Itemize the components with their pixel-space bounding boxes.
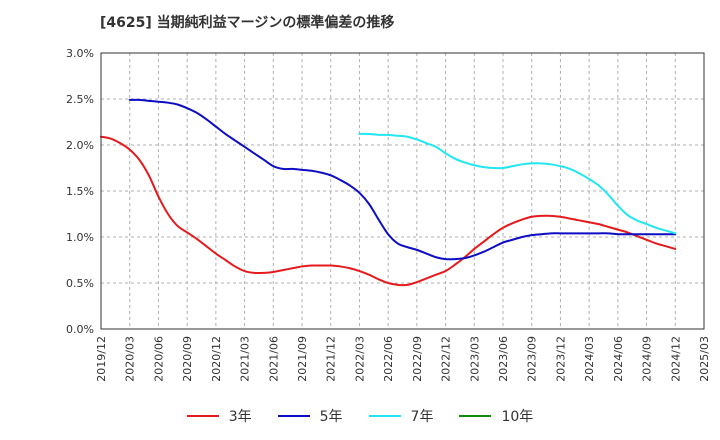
x-tick-label: 2020/03 (124, 336, 137, 382)
legend-item-3: 10年 (459, 406, 533, 426)
legend-label: 10年 (501, 409, 534, 425)
legend-swatch (277, 415, 310, 417)
grid-lines (100, 53, 705, 329)
legend-label: 3年 (228, 409, 252, 425)
series-line-2 (358, 132, 677, 235)
x-tick-label: 2020/09 (181, 336, 194, 382)
legend-swatch (459, 415, 492, 417)
plot-frame (100, 52, 705, 330)
y-tick-label: 0.5% (66, 277, 94, 290)
legend-item-0: 3年 (186, 406, 252, 426)
x-tick-label: 2021/06 (267, 336, 280, 382)
series-line-0 (100, 135, 677, 287)
x-tick-label: 2022/03 (353, 336, 366, 382)
x-tick-label: 2024/03 (583, 336, 596, 382)
legend-swatch (186, 415, 219, 417)
y-tick-label: 1.0% (66, 231, 94, 244)
y-tick-label: 2.0% (66, 139, 94, 152)
line-chart: 0.0% 0.5% 1.0% 1.5% 2.0% 2.5% 3.0% 2019/12 2020… (66, 47, 711, 382)
x-axis-ticks: 2019/12 2020/03 2020/06 2020/09 2020/12 2021/… (95, 336, 711, 382)
x-tick-label: 2022/09 (411, 336, 424, 382)
y-axis-ticks: 0.0% 0.5% 1.0% 1.5% 2.0% 2.5% 3.0% (66, 47, 94, 336)
x-tick-label: 2021/12 (325, 336, 338, 382)
x-tick-label: 2021/09 (296, 336, 309, 382)
x-tick-label: 2022/12 (440, 336, 453, 382)
legend-swatch (368, 415, 401, 417)
y-tick-label: 3.0% (66, 47, 94, 60)
legend-label: 7年 (410, 409, 434, 425)
legend-item-1: 5年 (277, 406, 343, 426)
x-tick-label: 2019/12 (95, 336, 108, 382)
x-tick-label: 2020/12 (210, 336, 223, 382)
x-tick-label: 2020/06 (152, 336, 165, 382)
x-tick-label: 2023/06 (497, 336, 510, 382)
y-tick-label: 1.5% (66, 185, 94, 198)
x-tick-label: 2023/03 (468, 336, 481, 382)
x-tick-label: 2023/12 (554, 336, 567, 382)
chart-legend: 3年 5年 7年 10年 (0, 404, 720, 428)
x-tick-label: 2024/09 (641, 336, 654, 382)
x-tick-label: 2022/06 (382, 336, 395, 382)
legend-label: 5年 (319, 409, 343, 425)
x-tick-label: 2024/12 (669, 336, 682, 382)
y-tick-label: 0.0% (66, 323, 94, 336)
series-lines (100, 98, 677, 287)
legend-item-2: 7年 (368, 406, 434, 426)
series-line-1 (128, 98, 677, 261)
x-tick-label: 2021/03 (239, 336, 252, 382)
x-tick-label: 2025/03 (698, 336, 711, 382)
y-tick-label: 2.5% (66, 93, 94, 106)
chart-title: [4625] 当期純利益マージンの標準偏差の推移 (100, 15, 395, 31)
x-tick-label: 2023/09 (526, 336, 539, 382)
x-tick-label: 2024/06 (612, 336, 625, 382)
